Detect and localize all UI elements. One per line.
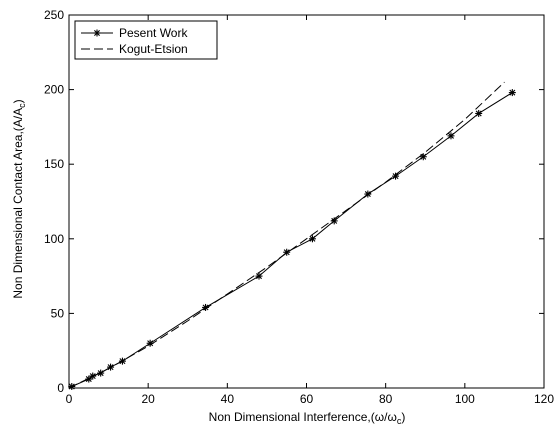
series-layer xyxy=(68,81,516,391)
asterisk-stroke xyxy=(392,173,399,180)
asterisk-stroke xyxy=(256,273,262,280)
data-point-marker xyxy=(419,153,427,161)
y-tick-label: 250 xyxy=(44,8,64,22)
data-point-marker xyxy=(97,369,105,377)
asterisk-stroke xyxy=(475,110,482,117)
data-point-marker xyxy=(475,109,483,117)
asterisk-stroke xyxy=(309,235,316,242)
legend-swatch-marker xyxy=(93,29,101,37)
x-tick-label: 120 xyxy=(534,392,554,406)
data-point-marker xyxy=(255,272,263,280)
axes: 0 20 40 60 80 100 120 0 50 100 150 200 250 xyxy=(44,8,554,406)
data-point-marker xyxy=(447,132,455,140)
asterisk-stroke xyxy=(331,217,338,224)
asterisk-stroke xyxy=(202,304,209,311)
plot-frame xyxy=(68,14,545,389)
plot-area xyxy=(68,14,545,389)
x-tick-label: 80 xyxy=(379,392,393,406)
kogut-etsion-line xyxy=(68,81,505,389)
data-point-marker xyxy=(85,375,93,383)
x-tick-label: 40 xyxy=(221,392,235,406)
legend-label: Kogut-Etsion xyxy=(119,42,188,56)
y-axis-title: Non Dimensional Contact Area,(A/Ac) xyxy=(11,99,27,298)
y-tick-label: 50 xyxy=(51,306,65,320)
asterisk-stroke xyxy=(420,153,427,160)
y-tick-label: 0 xyxy=(57,381,64,395)
y-tick-label: 200 xyxy=(44,83,64,97)
data-point-marker xyxy=(330,217,338,225)
data-point-marker xyxy=(308,235,316,243)
asterisk-stroke xyxy=(447,132,454,139)
x-tick-label: 100 xyxy=(455,392,475,406)
y-tick-label: 100 xyxy=(44,232,64,246)
y-tick-label: 150 xyxy=(44,157,64,171)
data-point-marker xyxy=(392,172,400,180)
asterisk-stroke xyxy=(94,30,100,36)
legend-box xyxy=(74,20,218,60)
x-tick-label: 60 xyxy=(300,392,314,406)
asterisk-stroke xyxy=(509,89,516,96)
data-point-marker xyxy=(508,89,516,97)
x-axis-title: Non Dimensional Interference,(ω/ωc) xyxy=(209,410,406,426)
legend: Pesent Work Kogut-Etsion xyxy=(74,20,218,60)
legend-label: Pesent Work xyxy=(119,26,188,40)
asterisk-stroke xyxy=(147,340,154,347)
asterisk-stroke xyxy=(97,370,104,377)
asterisk-stroke xyxy=(85,376,92,383)
x-tick-label: 20 xyxy=(141,392,155,406)
x-tick-label: 0 xyxy=(66,392,73,406)
